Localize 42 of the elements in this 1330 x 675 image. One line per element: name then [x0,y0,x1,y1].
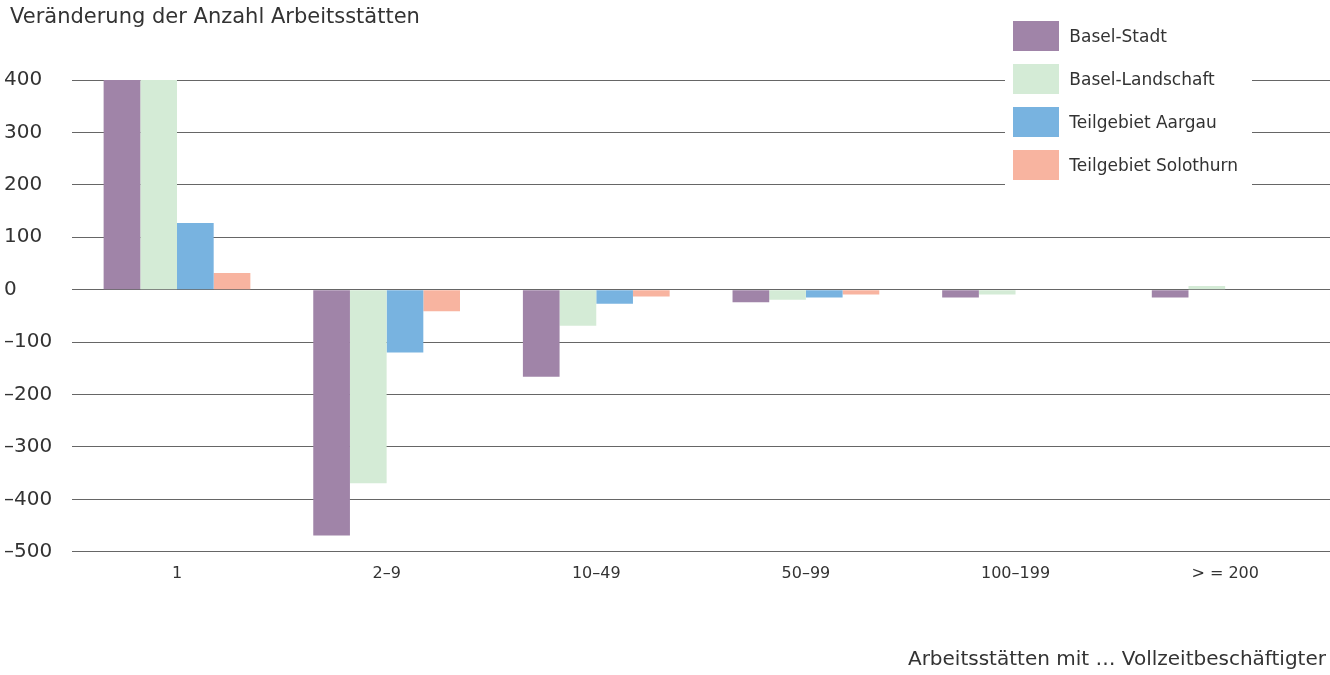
bar [942,290,979,298]
y-tick-label: –400 [4,485,53,510]
bar [1188,286,1226,290]
x-tick-label: > = 200 [1191,562,1259,582]
chart-title: Veränderung der Anzahl Arbeitsstätten [10,4,420,28]
bar [769,290,806,300]
bar [140,80,177,290]
x-tick-label: 10–49 [571,562,621,582]
bar [842,290,880,295]
legend-label: Teilgebiet Solothurn [1069,154,1238,175]
bar [423,290,460,312]
bar [978,290,1016,295]
y-tick-label: –100 [4,328,53,353]
bar [559,290,597,326]
y-tick-label: –200 [4,380,53,405]
legend-label: Basel-Stadt [1069,25,1167,46]
bar [732,290,770,303]
bar [805,290,843,298]
legend-label: Teilgebiet Aargau [1069,111,1217,132]
bar [103,80,141,290]
legend-label: Basel-Landschaft [1069,68,1215,89]
y-tick-label: 400 [4,66,43,91]
x-tick-label: 50–99 [781,562,831,582]
bar [176,223,214,290]
bar [596,290,633,304]
x-tick-label: 1 [171,562,183,582]
x-tick-label: 2–9 [372,562,401,582]
bar [349,290,387,484]
y-tick-label: 200 [4,171,43,196]
bar [313,290,350,536]
bar [386,290,424,353]
y-tick-label: 100 [4,223,43,248]
y-tick-label: –500 [4,538,53,562]
y-tick-label: 300 [4,118,43,143]
bar [522,290,560,377]
bar [213,272,251,290]
y-tick-label: –300 [4,433,53,458]
x-axis-title: Arbeitsstätten mit … Vollzeitbeschäftigter [907,646,1326,670]
bar [632,290,670,297]
x-tick-label: 100–199 [981,562,1051,582]
y-tick-label: 0 [4,275,17,300]
bar [1151,290,1189,298]
